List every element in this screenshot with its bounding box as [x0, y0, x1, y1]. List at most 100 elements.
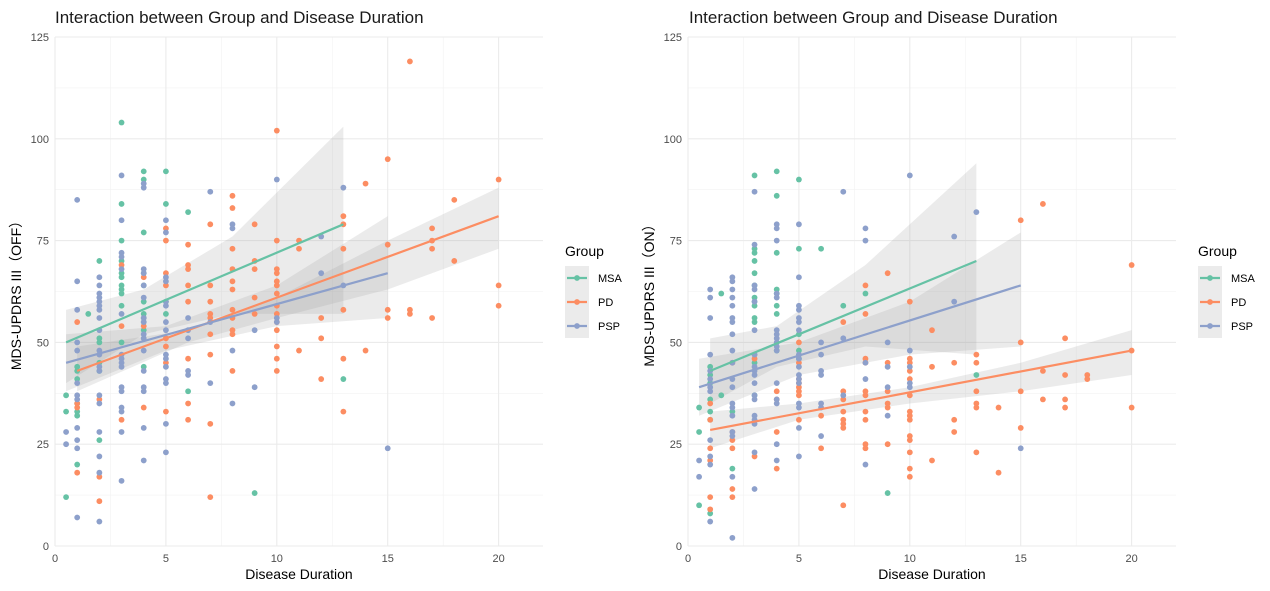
data-point-psp — [96, 294, 103, 301]
data-point-psp — [1017, 445, 1024, 452]
data-point-psp — [796, 425, 802, 431]
data-point-msa — [840, 302, 847, 309]
data-point-pd — [207, 315, 214, 321]
x-tick-label: 15 — [382, 553, 394, 565]
data-point-pd — [229, 278, 236, 285]
data-point-psp — [729, 319, 736, 325]
data-point-psp — [751, 327, 758, 334]
data-point-pd — [729, 494, 736, 501]
data-point-psp — [773, 294, 780, 301]
legend-label-pd: PD — [1231, 297, 1246, 309]
data-point-pd — [495, 176, 502, 183]
data-point-pd — [906, 359, 913, 366]
data-point-msa — [751, 359, 758, 366]
data-point-msa — [96, 437, 103, 444]
data-point-pd — [1017, 217, 1024, 224]
data-point-msa — [185, 209, 191, 215]
data-point-psp — [118, 363, 125, 370]
data-point-psp — [163, 380, 169, 387]
data-point-msa — [718, 392, 725, 399]
data-point-psp — [906, 380, 913, 387]
fit-lines-on — [698, 259, 1132, 432]
data-point-psp — [340, 184, 347, 191]
data-point-psp — [862, 461, 869, 468]
data-point-psp — [140, 331, 147, 338]
y-tick-label: 75 — [37, 236, 49, 248]
data-point-psp — [862, 359, 869, 366]
data-point-pd — [707, 416, 714, 423]
data-point-pd — [840, 319, 847, 325]
data-point-pd — [229, 327, 236, 334]
data-point-pd — [407, 310, 413, 317]
data-point-pd — [340, 213, 347, 220]
data-point-pd — [273, 127, 280, 134]
data-point-msa — [118, 290, 125, 297]
data-point-pd — [251, 221, 258, 228]
data-point-pd — [840, 388, 847, 395]
data-point-pd — [906, 465, 913, 472]
data-point-pd — [929, 457, 935, 464]
data-point-psp — [118, 477, 125, 484]
data-point-psp — [707, 518, 714, 525]
data-point-msa — [140, 168, 147, 175]
data-point-pd — [751, 355, 758, 362]
data-point-msa — [718, 290, 725, 297]
data-point-pd — [906, 437, 913, 444]
data-point-psp — [251, 327, 258, 334]
data-point-msa — [163, 168, 169, 175]
legend-title-off: Group — [565, 243, 604, 259]
data-point-msa — [796, 245, 802, 252]
data-point-psp — [118, 355, 125, 362]
data-point-psp — [163, 274, 169, 281]
data-point-psp — [729, 315, 736, 321]
legend-label-psp: PSP — [598, 321, 620, 333]
data-point-psp — [773, 400, 780, 407]
x-tick-label: 20 — [1126, 553, 1138, 565]
data-point-pd — [407, 58, 413, 65]
data-point-msa — [118, 302, 125, 309]
data-point-pd — [884, 441, 891, 448]
data-point-pd — [818, 412, 824, 419]
data-point-psp — [707, 437, 714, 444]
data-point-msa — [85, 310, 92, 317]
gridlines-on — [687, 36, 1176, 547]
data-point-pd — [773, 388, 780, 395]
data-point-psp — [751, 486, 758, 492]
data-point-pd — [951, 416, 958, 423]
data-point-pd — [796, 416, 802, 423]
data-point-pd — [796, 388, 802, 395]
x-tick-label: 5 — [796, 553, 802, 565]
data-point-psp — [796, 302, 802, 309]
data-point-psp — [273, 319, 280, 325]
data-point-msa — [707, 510, 714, 517]
data-point-msa — [773, 249, 780, 256]
data-point-msa — [696, 404, 702, 411]
data-point-pd — [707, 494, 714, 501]
data-point-msa — [118, 237, 125, 244]
data-point-pd — [318, 376, 325, 382]
data-point-pd — [906, 416, 913, 423]
data-point-psp — [163, 420, 169, 427]
data-point-psp — [729, 534, 736, 541]
legend-key-point-msa — [574, 275, 580, 281]
data-point-psp — [140, 315, 147, 321]
data-point-pd — [906, 412, 913, 419]
x-tick-label: 15 — [1015, 553, 1027, 565]
data-point-psp — [273, 315, 280, 321]
data-point-pd — [207, 420, 214, 427]
data-point-pd — [906, 368, 913, 374]
data-point-msa — [751, 258, 758, 264]
data-point-psp — [751, 241, 758, 248]
data-point-psp — [229, 400, 236, 407]
data-point-psp — [185, 315, 191, 321]
data-point-psp — [818, 368, 824, 374]
data-point-pd — [273, 290, 280, 297]
y-tick-label: 100 — [664, 134, 682, 146]
legend-key-point-msa — [1207, 275, 1213, 281]
data-point-psp — [796, 315, 802, 321]
data-point-pd — [495, 282, 502, 289]
data-point-psp — [729, 473, 736, 480]
data-point-psp — [251, 384, 258, 391]
data-point-pd — [96, 473, 103, 480]
data-point-psp — [74, 306, 81, 313]
